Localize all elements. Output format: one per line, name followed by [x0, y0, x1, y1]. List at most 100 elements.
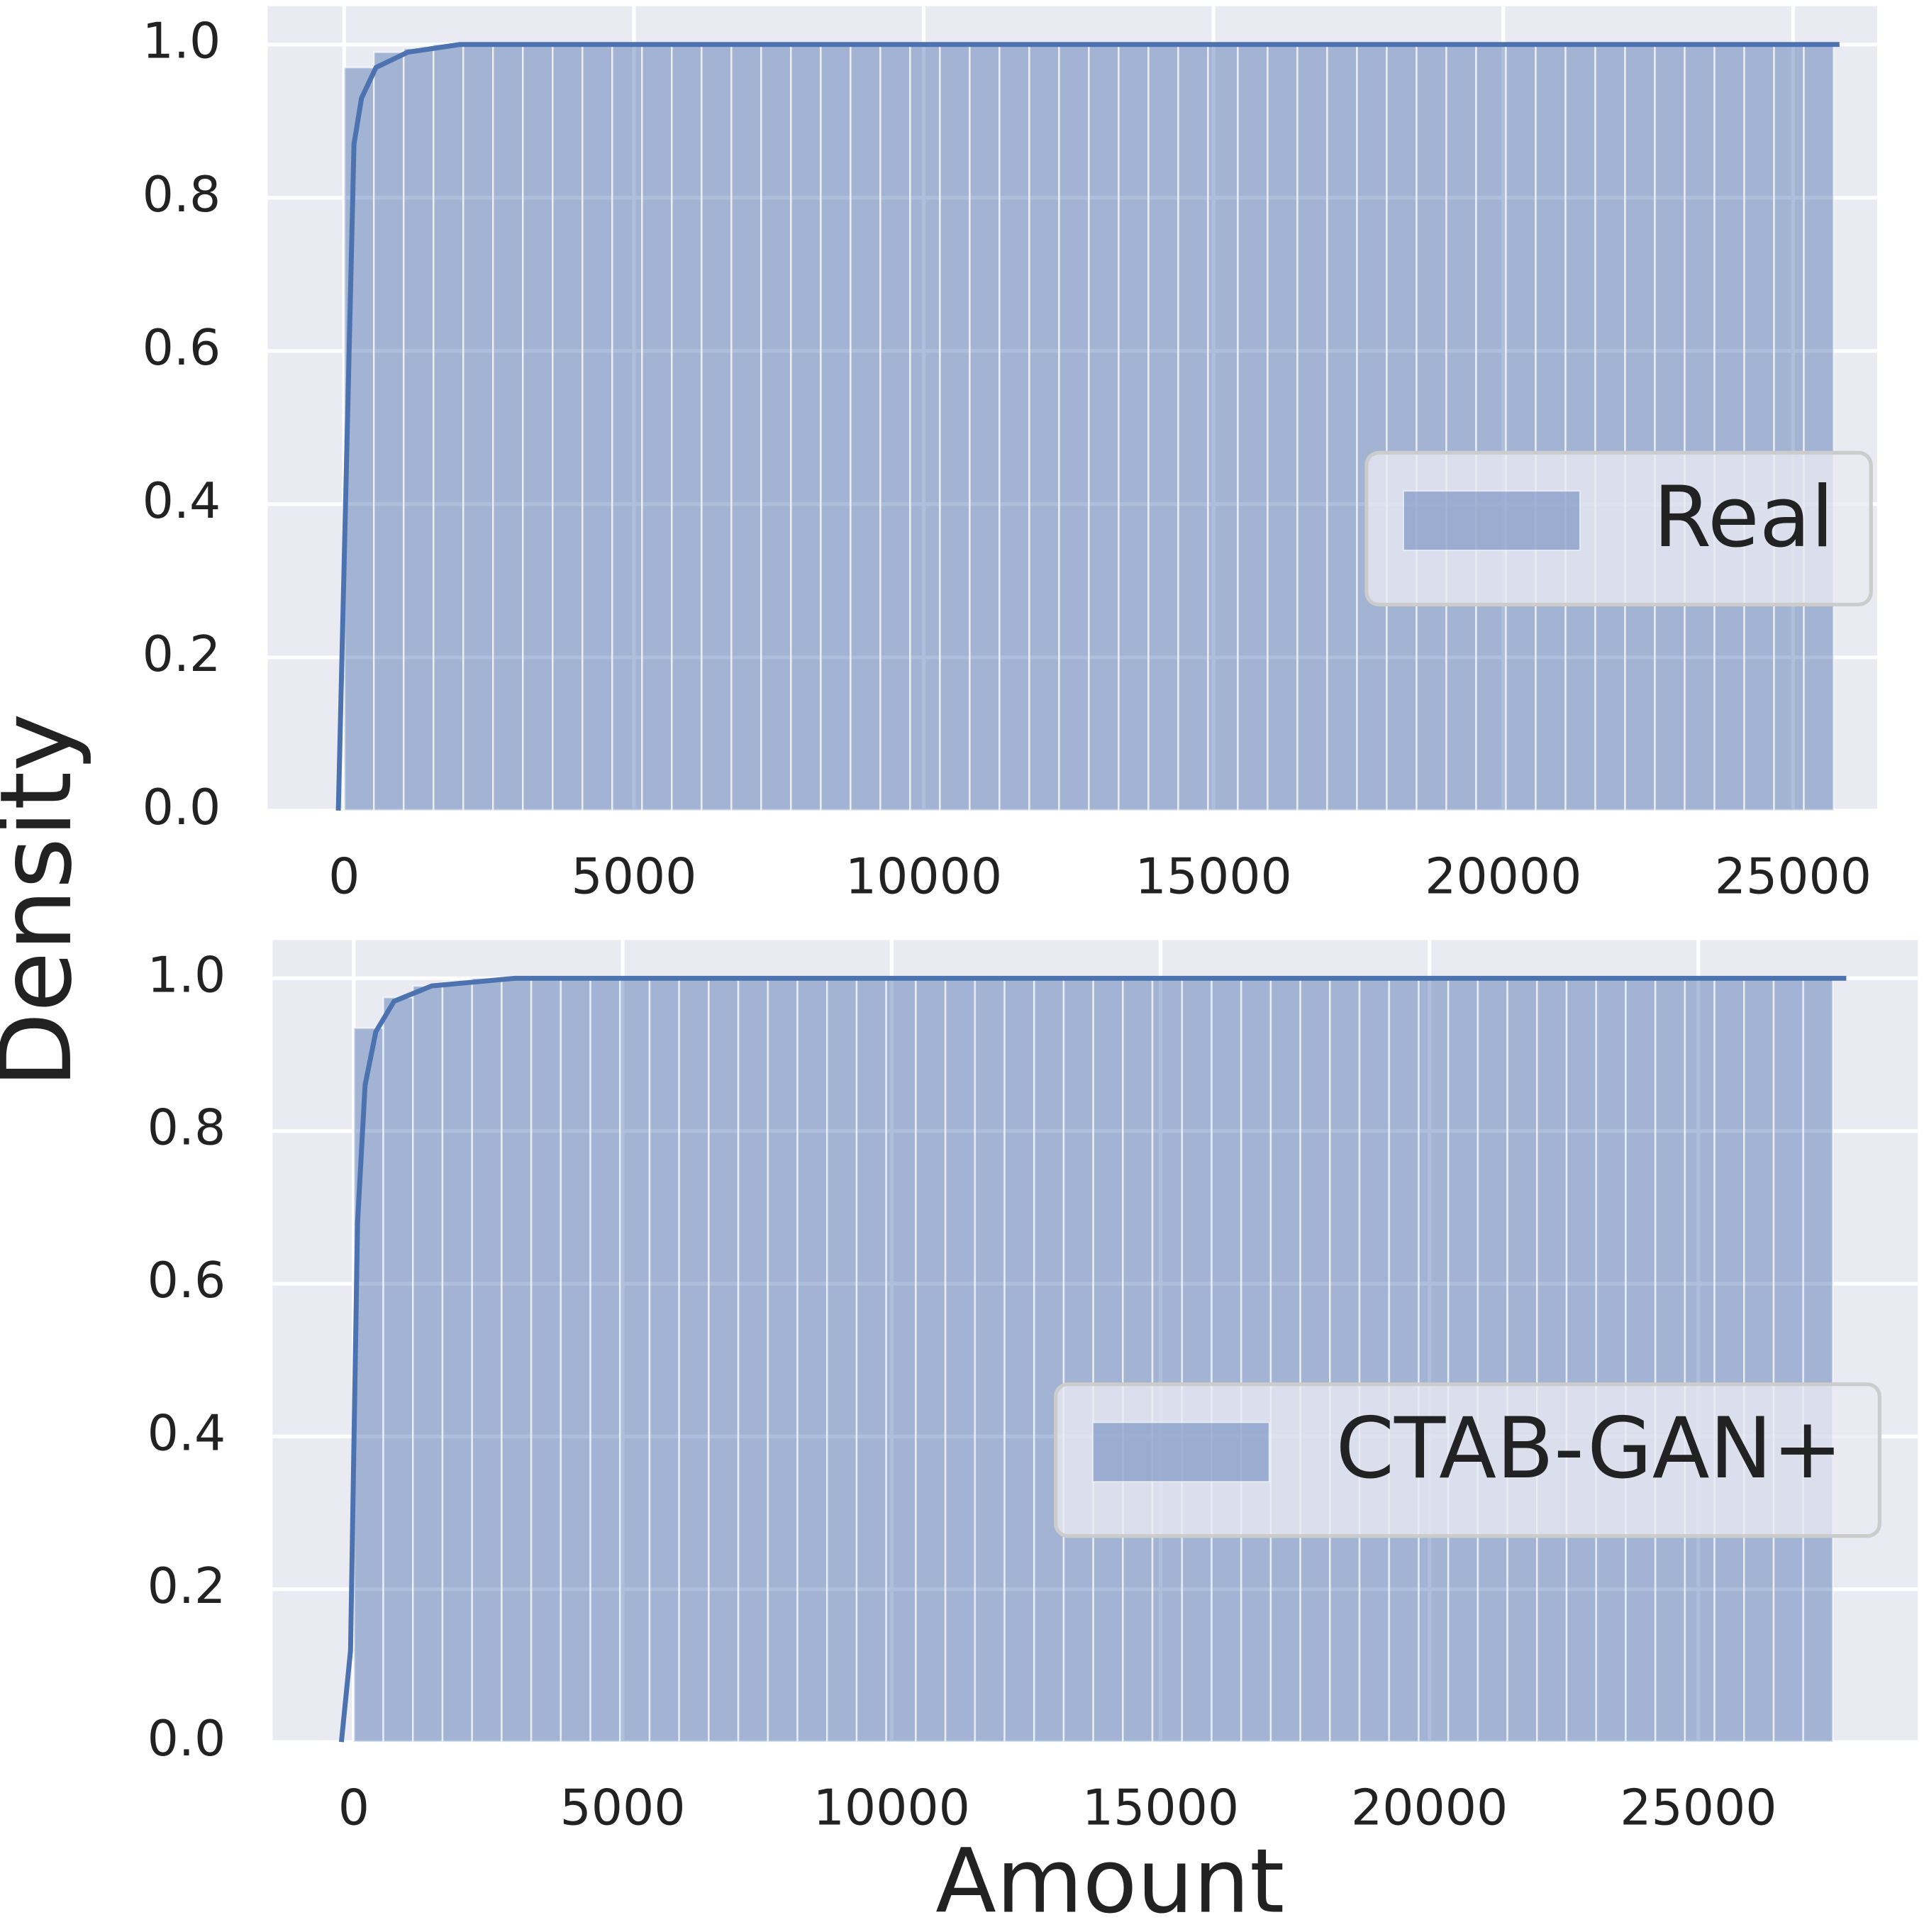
bar — [1147, 43, 1179, 812]
bar — [796, 977, 828, 1743]
y-tick-label: 0.8 — [143, 166, 221, 223]
y-tick-label: 0.4 — [143, 472, 221, 530]
bar — [1118, 43, 1150, 812]
bar — [1624, 43, 1656, 812]
bar — [611, 43, 643, 812]
bar — [909, 43, 941, 812]
legend-swatch — [1091, 1421, 1270, 1482]
bar — [1329, 977, 1361, 1743]
bar — [1388, 977, 1420, 1743]
bar — [879, 43, 911, 812]
bar — [560, 977, 591, 1743]
bar — [552, 43, 584, 812]
bar — [1211, 977, 1242, 1743]
bar — [1477, 977, 1508, 1743]
bar — [1772, 977, 1805, 1743]
bar — [1475, 43, 1507, 812]
bar — [671, 43, 703, 812]
bar — [850, 43, 882, 812]
plot-area — [272, 940, 1918, 1743]
bar — [1743, 977, 1775, 1743]
bar — [701, 43, 733, 812]
bar — [1028, 43, 1060, 812]
bar — [790, 43, 822, 812]
y-tick-label: 0.2 — [143, 626, 221, 683]
bar — [1326, 43, 1358, 812]
bar — [471, 977, 503, 1743]
bar — [1535, 43, 1567, 812]
y-tick-label: 0.6 — [143, 319, 221, 377]
bar — [820, 43, 852, 812]
bar — [730, 43, 762, 812]
bar — [1267, 43, 1299, 812]
bar — [372, 51, 405, 812]
x-tick-label: 25000 — [1715, 848, 1872, 905]
bar — [1802, 977, 1834, 1743]
y-tick-label: 0.4 — [148, 1404, 226, 1462]
bar — [767, 977, 799, 1743]
y-tick-label: 0.0 — [148, 1710, 226, 1767]
bar — [1564, 43, 1596, 812]
bar — [915, 977, 947, 1743]
plot-area — [267, 6, 1877, 811]
bar — [969, 43, 1001, 812]
legend-label: CTAB-GAN+ — [1335, 1399, 1842, 1497]
bar — [1062, 977, 1094, 1743]
bar — [1358, 977, 1391, 1743]
bar — [1565, 977, 1598, 1743]
bar — [382, 996, 414, 1743]
bar — [1177, 43, 1209, 812]
bar — [1803, 43, 1835, 812]
bar — [582, 43, 613, 812]
x-tick-label: 15000 — [1135, 848, 1292, 905]
bar — [402, 47, 435, 812]
bar — [641, 43, 673, 812]
bar — [501, 977, 533, 1743]
x-tick-label: 5000 — [571, 848, 696, 905]
bar — [1445, 43, 1477, 812]
bar — [1773, 43, 1805, 812]
bar — [1654, 43, 1686, 812]
bar — [589, 977, 621, 1743]
x-tick-label: 10000 — [813, 1780, 970, 1837]
bar — [1625, 977, 1657, 1743]
bar — [1237, 43, 1269, 812]
bar — [760, 43, 792, 812]
bar — [522, 43, 554, 812]
bar — [648, 977, 681, 1743]
y-tick-label: 1.0 — [143, 13, 221, 70]
x-tick-label: 20000 — [1351, 1780, 1508, 1837]
x-tick-label: 0 — [338, 1780, 369, 1837]
bar — [1447, 977, 1479, 1743]
cdf-line — [338, 975, 1847, 1743]
y-axis-label: Density — [0, 713, 94, 1088]
bar — [885, 977, 917, 1743]
bar — [1058, 43, 1090, 812]
legend-swatch — [1403, 490, 1581, 551]
bar — [1713, 977, 1745, 1743]
bar — [1684, 977, 1716, 1743]
bar — [530, 977, 562, 1743]
bar — [1595, 977, 1627, 1743]
bar — [825, 977, 858, 1743]
x-tick-label: 10000 — [845, 848, 1002, 905]
y-tick-label: 1.0 — [148, 946, 226, 1004]
bar — [1416, 43, 1447, 812]
bar — [737, 977, 769, 1743]
bar — [1033, 977, 1065, 1743]
bar — [618, 977, 651, 1743]
bar — [678, 977, 710, 1743]
bar — [855, 977, 887, 1743]
bar — [1506, 977, 1538, 1743]
bar — [352, 1026, 384, 1743]
bar — [1092, 977, 1124, 1743]
bar — [411, 984, 444, 1743]
x-axis-label: Amount — [935, 1830, 1284, 1932]
bar — [999, 43, 1030, 812]
bar — [1536, 977, 1568, 1743]
bar — [1181, 977, 1213, 1743]
y-tick-label: 0.6 — [148, 1252, 226, 1309]
bar — [462, 43, 494, 812]
bar — [939, 43, 971, 812]
